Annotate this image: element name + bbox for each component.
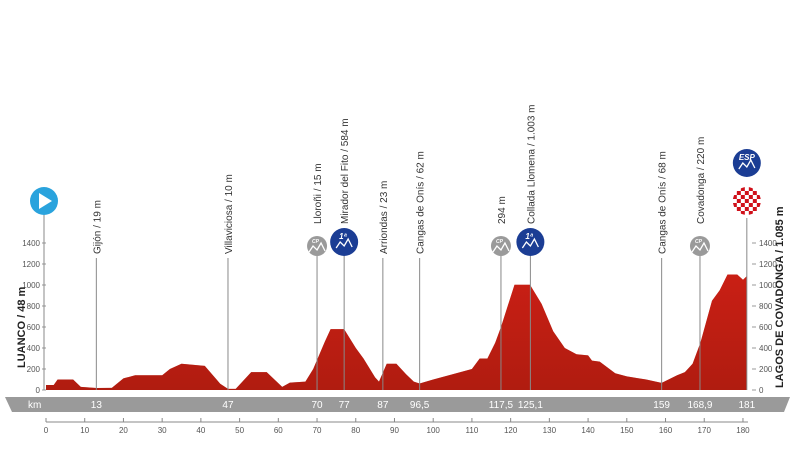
point-label: Covadonga / 220 m	[696, 137, 707, 224]
x-tick-label: 0	[44, 426, 49, 435]
y-tick-label-right: 800	[759, 302, 773, 311]
km-bar-unit: km	[28, 400, 41, 411]
x-tick-label: 110	[466, 426, 479, 435]
x-tick-label: 140	[581, 426, 595, 435]
start-label: LUANCO / 48 m	[16, 286, 28, 368]
y-tick-label-left: 800	[27, 302, 41, 311]
finish-label: LAGOS DE COVADONGA / 1.085 m	[774, 206, 786, 388]
svg-text:1ª: 1ª	[525, 232, 533, 241]
svg-text:CP: CP	[496, 239, 504, 245]
x-tick-label: 120	[504, 426, 518, 435]
point-label: Cangas de Onís / 62 m	[416, 151, 427, 254]
finish-flag-icon	[732, 187, 761, 215]
km-label: 70	[311, 400, 323, 411]
km-label: 181	[738, 400, 755, 411]
y-tick-label-left: 1400	[22, 239, 40, 248]
point-label: 294 m	[497, 196, 508, 224]
point-label: Mirador del Fito / 584 m	[340, 118, 351, 224]
point-label: Collada Llomena / 1.003 m	[526, 104, 537, 224]
svg-text:CP: CP	[695, 239, 703, 245]
y-tick-label-right: 600	[759, 323, 773, 332]
km-label: 168,9	[687, 400, 712, 411]
y-tick-label-right: 1400	[759, 239, 777, 248]
x-tick-label: 20	[119, 426, 128, 435]
intermediate-sprint-icon: CP	[689, 236, 710, 256]
x-tick-label: 170	[698, 426, 712, 435]
y-tick-label-right: 200	[759, 365, 773, 374]
km-label: 159	[653, 400, 670, 411]
svg-text:1ª: 1ª	[339, 232, 347, 241]
km-label: 117,5	[489, 400, 514, 411]
x-tick-label: 40	[196, 426, 205, 435]
category-1-climb-icon: 1ª	[330, 228, 359, 256]
intermediate-sprint-icon: CP	[490, 236, 511, 256]
km-label: 47	[222, 400, 234, 411]
km-label: 77	[339, 400, 351, 411]
y-tick-label-left: 1000	[22, 281, 40, 290]
category-1-climb-icon: 1ª	[516, 228, 545, 256]
intermediate-sprint-icon: CP	[307, 236, 328, 256]
x-tick-label: 70	[313, 426, 322, 435]
y-axis-right: 0 200 400 600 800 1000 1200 1400	[752, 239, 777, 395]
x-tick-label: 30	[158, 426, 167, 435]
x-tick-label: 90	[390, 426, 399, 435]
y-tick-label-left: 0	[36, 386, 41, 395]
point-label: Arriondas / 23 m	[379, 181, 390, 254]
km-bar	[5, 397, 790, 412]
y-tick-label-right: 1200	[759, 260, 777, 269]
y-tick-label-left: 200	[27, 365, 41, 374]
x-tick-label: 130	[543, 426, 557, 435]
point-label: Gijón / 19 m	[92, 200, 103, 254]
point-label: Lloroñi / 15 m	[313, 163, 324, 224]
svg-text:CP: CP	[312, 239, 320, 245]
special-category-climb-icon: ESP	[732, 149, 761, 177]
y-tick-label-left: 1200	[22, 260, 40, 269]
svg-text:ESP: ESP	[739, 153, 756, 162]
x-tick-label: 160	[659, 426, 673, 435]
y-tick-label-left: 400	[27, 344, 41, 353]
y-tick-label-right: 0	[759, 386, 764, 395]
elevation-highlight	[46, 274, 747, 390]
x-tick-label: 50	[235, 426, 244, 435]
km-label: 96,5	[410, 400, 430, 411]
y-axis-left: 0 200 400 600 800 1000 1200 1400	[22, 239, 46, 395]
y-tick-label-right: 400	[759, 344, 773, 353]
km-label: 125,1	[518, 400, 543, 411]
x-tick-label: 80	[351, 426, 360, 435]
km-label: 87	[377, 400, 389, 411]
start-icon	[30, 187, 58, 215]
x-tick-label: 150	[620, 426, 634, 435]
x-tick-label: 60	[274, 426, 283, 435]
km-label: 13	[91, 400, 103, 411]
x-tick-label: 180	[736, 426, 750, 435]
x-tick-label: 100	[427, 426, 441, 435]
point-label: Villaviciosa / 10 m	[224, 174, 235, 254]
y-tick-label-left: 600	[27, 323, 41, 332]
y-tick-label-right: 1000	[759, 281, 777, 290]
point-label: Cangas de Onís / 68 m	[658, 151, 669, 254]
x-tick-label: 10	[80, 426, 89, 435]
